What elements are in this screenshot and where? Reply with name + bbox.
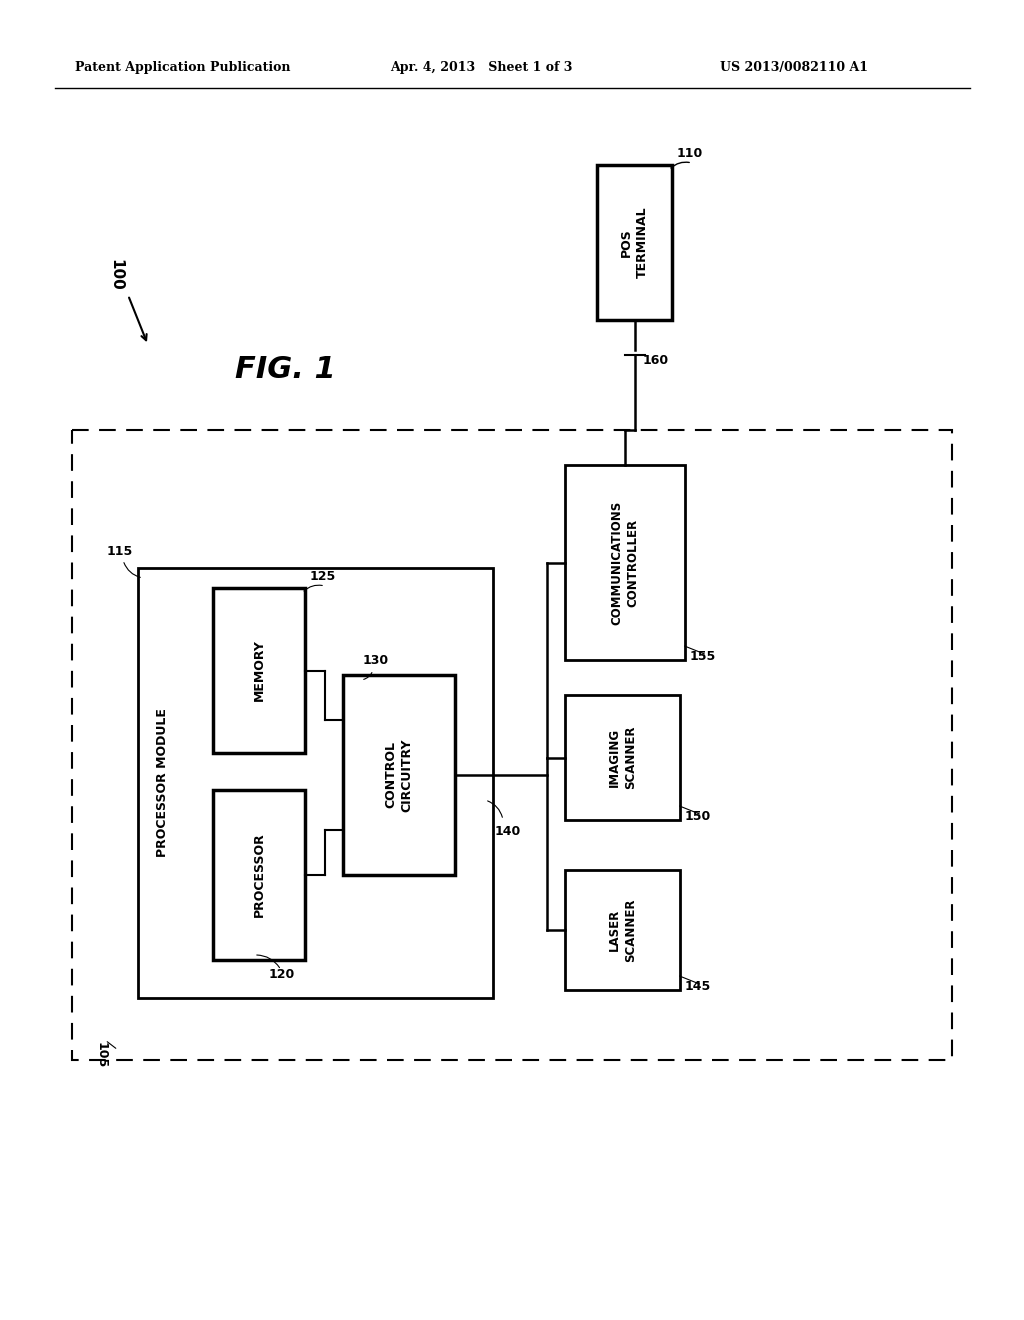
Text: 160: 160 [642, 354, 669, 367]
Text: POS
TERMINAL: POS TERMINAL [620, 207, 649, 279]
Text: MEMORY: MEMORY [253, 640, 265, 701]
Text: 100: 100 [108, 259, 123, 290]
Text: PROCESSOR MODULE: PROCESSOR MODULE [157, 709, 170, 858]
Bar [213, 789, 305, 960]
Text: 110: 110 [677, 147, 703, 160]
Text: 150: 150 [685, 810, 712, 822]
Text: Apr. 4, 2013   Sheet 1 of 3: Apr. 4, 2013 Sheet 1 of 3 [390, 62, 572, 74]
Text: 145: 145 [685, 979, 712, 993]
Bar [565, 870, 680, 990]
Bar [565, 465, 685, 660]
Text: 115: 115 [106, 545, 133, 558]
Bar [597, 165, 672, 319]
Text: 130: 130 [362, 653, 389, 667]
Text: PROCESSOR: PROCESSOR [253, 833, 265, 917]
Text: 105: 105 [95, 1041, 108, 1068]
Text: COMMUNICATIONS
CONTROLLER: COMMUNICATIONS CONTROLLER [610, 500, 640, 624]
Text: LASER
SCANNER: LASER SCANNER [608, 898, 637, 962]
Text: CONTROL
CIRCUITRY: CONTROL CIRCUITRY [384, 738, 414, 812]
Text: FIG. 1: FIG. 1 [234, 355, 336, 384]
Text: 125: 125 [310, 570, 336, 583]
Bar [72, 430, 952, 1060]
Bar [343, 675, 455, 875]
Text: 155: 155 [690, 649, 716, 663]
Bar [138, 568, 493, 998]
Text: 120: 120 [269, 968, 295, 981]
Text: IMAGING
SCANNER: IMAGING SCANNER [608, 726, 637, 789]
Text: Patent Application Publication: Patent Application Publication [75, 62, 291, 74]
Text: US 2013/0082110 A1: US 2013/0082110 A1 [720, 62, 868, 74]
Text: 140: 140 [495, 825, 521, 838]
Bar [565, 696, 680, 820]
Bar [213, 587, 305, 752]
